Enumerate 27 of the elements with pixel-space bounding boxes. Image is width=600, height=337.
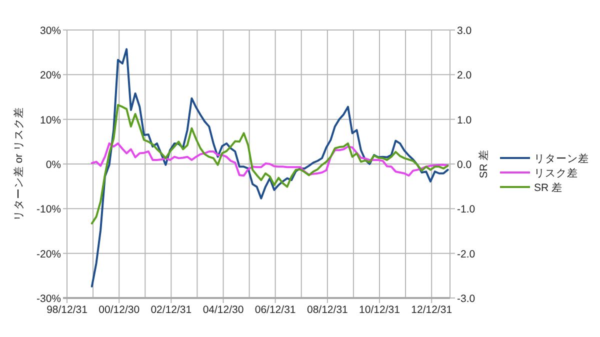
y2-axis-title: SR 差 [478, 150, 490, 178]
y2-tick-label: 1.0 [457, 114, 472, 126]
y-tick-label: 10% [40, 114, 61, 126]
x-tick-label: 98/12/31 [46, 304, 88, 316]
x-tick-label: 02/12/31 [150, 304, 192, 316]
y2-tick-label: 2.0 [457, 70, 472, 82]
legend-label: SR 差 [534, 182, 563, 194]
y-tick-label: 0% [46, 159, 61, 171]
y-tick-label: 30% [40, 25, 61, 37]
x-tick-label: 04/12/30 [202, 304, 244, 316]
legend-label: リスク差 [534, 168, 578, 180]
y2-tick-label: -3.0 [457, 293, 476, 305]
y-axis-title: リターン差 or リスク差 [13, 106, 25, 222]
y-tick-label: 20% [40, 70, 61, 82]
x-tick-label: 10/12/31 [359, 304, 400, 316]
y-tick-label: -10% [36, 204, 61, 216]
y2-tick-label: 3.0 [457, 25, 472, 37]
x-tick-label: 12/12/31 [411, 304, 452, 316]
y2-tick-label: 0.0 [457, 159, 472, 171]
y-tick-label: -30% [36, 293, 61, 305]
y2-tick-label: -1.0 [457, 204, 476, 216]
y-tick-label: -20% [36, 248, 61, 260]
y2-tick-label: -2.0 [457, 248, 476, 260]
x-tick-label: 00/12/30 [98, 304, 140, 316]
legend-label: リターン差 [534, 153, 589, 165]
x-tick-label: 08/12/31 [307, 304, 348, 316]
x-tick-label: 06/12/31 [254, 304, 296, 316]
